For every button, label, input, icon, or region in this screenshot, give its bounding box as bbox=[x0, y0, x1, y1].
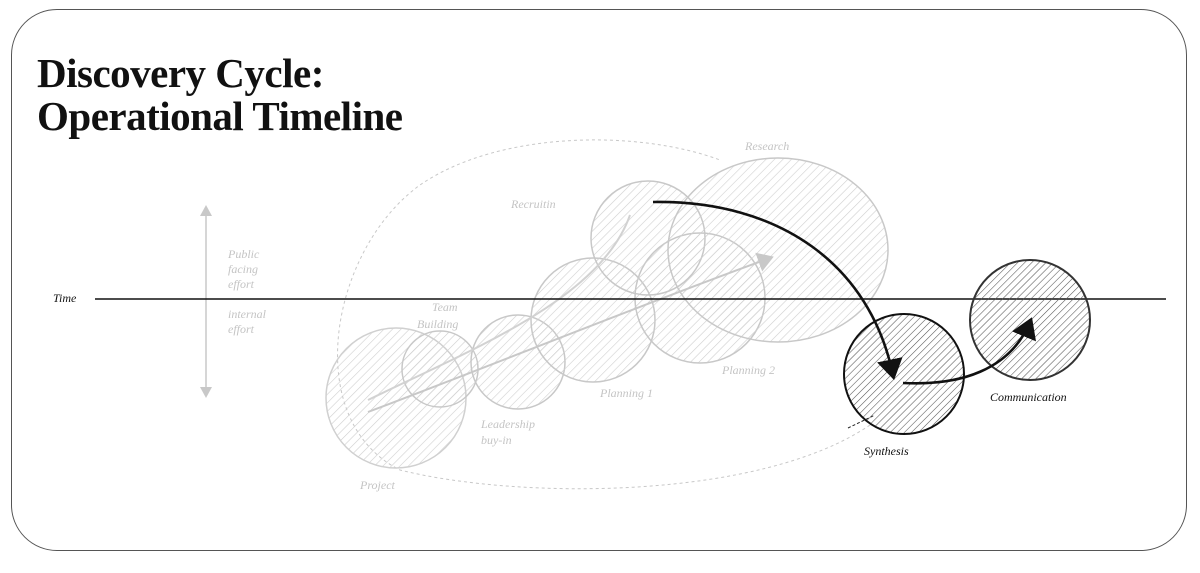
title-line-2: Operational Timeline bbox=[37, 93, 403, 139]
effort-arrow-up-icon bbox=[200, 205, 212, 216]
faint-arrow-lower bbox=[367, 252, 774, 413]
page-title: Discovery Cycle: Operational Timeline bbox=[37, 50, 403, 139]
label-leadership-1: Leadership bbox=[480, 417, 535, 431]
label-planning-1: Planning 1 bbox=[599, 386, 653, 400]
label-research: Research bbox=[744, 139, 789, 153]
circle-synthesis bbox=[843, 313, 965, 435]
effort-arrow-down-icon bbox=[200, 387, 212, 398]
label-communication: Communication bbox=[990, 390, 1067, 404]
circle-communication bbox=[969, 259, 1091, 381]
arrow-research-to-synthesis bbox=[652, 200, 903, 381]
time-label: Time bbox=[53, 291, 77, 305]
label-team-building-1: Team bbox=[432, 300, 458, 314]
label-team-building-2: Building bbox=[417, 317, 458, 331]
label-project: Project bbox=[359, 478, 396, 492]
internal-effort-line-2: effort bbox=[228, 322, 255, 336]
faint-arrow-upper bbox=[367, 214, 631, 401]
arrow-synthesis-to-communication bbox=[902, 317, 1036, 385]
public-effort-line-2: facing bbox=[228, 262, 258, 276]
circle-research bbox=[667, 157, 889, 343]
label-recruiting: Recruitin bbox=[510, 197, 556, 211]
public-effort-line-1: Public bbox=[227, 247, 260, 261]
internal-effort-line-1: internal bbox=[228, 307, 267, 321]
label-synthesis: Synthesis bbox=[864, 444, 909, 458]
label-planning-2: Planning 2 bbox=[721, 363, 775, 377]
title-line-1: Discovery Cycle: bbox=[37, 50, 324, 96]
public-effort-line-3: effort bbox=[228, 277, 255, 291]
label-leadership-2: buy-in bbox=[481, 433, 512, 447]
